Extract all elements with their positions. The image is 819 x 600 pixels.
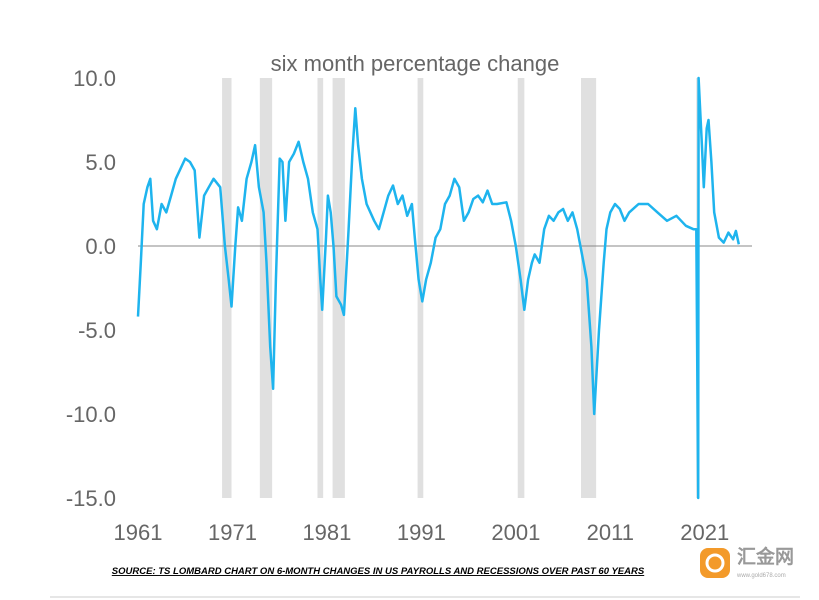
recession-band (259, 78, 273, 498)
chart-title: six month percentage change (271, 51, 560, 76)
x-tick-label: 1961 (114, 520, 163, 545)
y-tick-label: 5.0 (85, 150, 116, 175)
y-tick-label: -15.0 (66, 486, 116, 511)
watermark-icon (700, 548, 730, 578)
y-tick-label: -5.0 (78, 318, 116, 343)
x-tick-label: 1981 (302, 520, 351, 545)
x-tick-label: 1991 (397, 520, 446, 545)
watermark-url: www.gold678.com (736, 573, 786, 579)
x-tick-label: 2001 (491, 520, 540, 545)
x-tick-label: 2021 (680, 520, 729, 545)
x-tick-label: 1971 (208, 520, 257, 545)
y-tick-label: 10.0 (73, 66, 116, 91)
source-note: SOURCE: TS LOMBARD CHART ON 6-MONTH CHAN… (112, 566, 645, 577)
watermark-icon-ring (705, 553, 725, 573)
watermark-name: 汇金网 (737, 545, 794, 568)
recession-band (332, 78, 345, 498)
recession-band (581, 78, 597, 498)
y-tick-label: -10.0 (66, 402, 116, 427)
y-tick-label: 0.0 (85, 234, 116, 259)
data-line (136, 76, 741, 500)
x-tick-label: 2011 (587, 520, 634, 545)
recession-band (222, 78, 232, 498)
